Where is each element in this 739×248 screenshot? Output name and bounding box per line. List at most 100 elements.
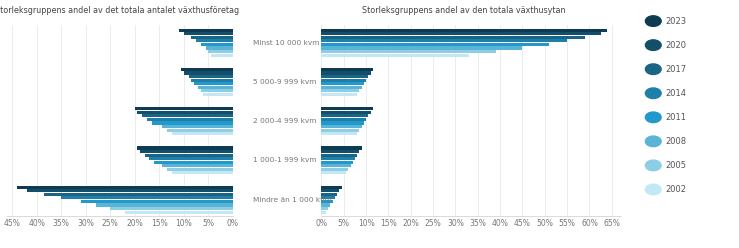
Bar (171, 132, 233, 135)
Bar (208, 50, 233, 53)
Text: 2011: 2011 (666, 113, 687, 122)
Bar (149, 157, 233, 160)
Bar (196, 39, 233, 42)
Circle shape (645, 184, 661, 195)
Bar (321, 36, 585, 39)
Bar (125, 211, 233, 214)
Bar (321, 200, 333, 203)
Bar (147, 118, 233, 121)
Bar (321, 86, 361, 89)
Text: 2002: 2002 (666, 185, 687, 194)
Bar (162, 125, 233, 128)
Bar (162, 164, 233, 167)
Bar (321, 93, 357, 96)
Bar (95, 203, 233, 207)
Bar (142, 114, 233, 117)
Bar (321, 203, 330, 207)
Bar (321, 168, 348, 171)
Bar (321, 211, 326, 214)
Bar (321, 118, 366, 121)
Bar (321, 207, 328, 210)
Bar (321, 43, 549, 46)
Bar (321, 164, 350, 167)
Text: 2 000-4 999 kvm: 2 000-4 999 kvm (253, 118, 317, 124)
Bar (321, 128, 359, 132)
Bar (321, 125, 361, 128)
Bar (321, 196, 335, 199)
Bar (181, 68, 233, 71)
Bar (171, 171, 233, 175)
Circle shape (645, 40, 661, 50)
Bar (145, 154, 233, 157)
Bar (321, 111, 370, 114)
Bar (27, 189, 233, 192)
Bar (321, 189, 339, 192)
Bar (152, 121, 233, 124)
Circle shape (645, 112, 661, 123)
Bar (321, 150, 359, 153)
Bar (321, 114, 368, 117)
Bar (179, 29, 233, 32)
Bar (321, 154, 357, 157)
Text: Mindre än 1 000 kvm: Mindre än 1 000 kvm (253, 197, 333, 203)
Bar (321, 32, 601, 35)
Text: 5 000-9 999 kvm: 5 000-9 999 kvm (253, 79, 317, 85)
Bar (201, 43, 233, 46)
Circle shape (645, 64, 661, 74)
Bar (321, 157, 355, 160)
Bar (321, 54, 469, 57)
Bar (184, 32, 233, 35)
Bar (321, 68, 373, 71)
Text: 1 000-1 999 kvm: 1 000-1 999 kvm (253, 157, 317, 163)
Bar (137, 146, 233, 150)
Bar (321, 132, 357, 135)
Bar (321, 107, 373, 110)
Bar (211, 54, 233, 57)
Bar (137, 111, 233, 114)
Bar (321, 50, 496, 53)
Circle shape (645, 160, 661, 171)
Text: 2017: 2017 (666, 65, 687, 74)
Bar (206, 46, 233, 50)
Bar (140, 150, 233, 153)
Text: 2023: 2023 (666, 17, 687, 26)
Bar (166, 168, 233, 171)
Bar (203, 93, 233, 96)
Circle shape (645, 16, 661, 26)
Bar (191, 79, 233, 82)
Bar (321, 146, 361, 150)
Bar (321, 193, 337, 196)
Bar (321, 82, 364, 85)
Bar (321, 171, 346, 175)
Bar (44, 193, 233, 196)
Bar (321, 39, 567, 42)
Bar (110, 207, 233, 210)
Circle shape (645, 136, 661, 147)
Text: 2014: 2014 (666, 89, 687, 98)
Bar (17, 186, 233, 189)
Text: 2008: 2008 (666, 137, 687, 146)
Circle shape (645, 88, 661, 98)
Bar (184, 71, 233, 75)
Bar (321, 79, 366, 82)
Text: Storleksgruppens andel av den totala växthusytan: Storleksgruppens andel av den totala väx… (362, 6, 566, 15)
Bar (321, 186, 341, 189)
Bar (191, 36, 233, 39)
Text: 2020: 2020 (666, 41, 687, 50)
Bar (321, 46, 522, 50)
Bar (321, 89, 359, 93)
Bar (154, 161, 233, 164)
Text: 2005: 2005 (666, 161, 687, 170)
Bar (166, 128, 233, 132)
Bar (199, 86, 233, 89)
Bar (201, 89, 233, 93)
Bar (194, 82, 233, 85)
Bar (188, 75, 233, 78)
Bar (81, 200, 233, 203)
Bar (134, 107, 233, 110)
Bar (321, 161, 353, 164)
Bar (61, 196, 233, 199)
Bar (321, 121, 364, 124)
Bar (321, 71, 370, 75)
Text: Storleksgruppens andel av det totala antalet växthusföretag: Storleksgruppens andel av det totala ant… (0, 6, 239, 15)
